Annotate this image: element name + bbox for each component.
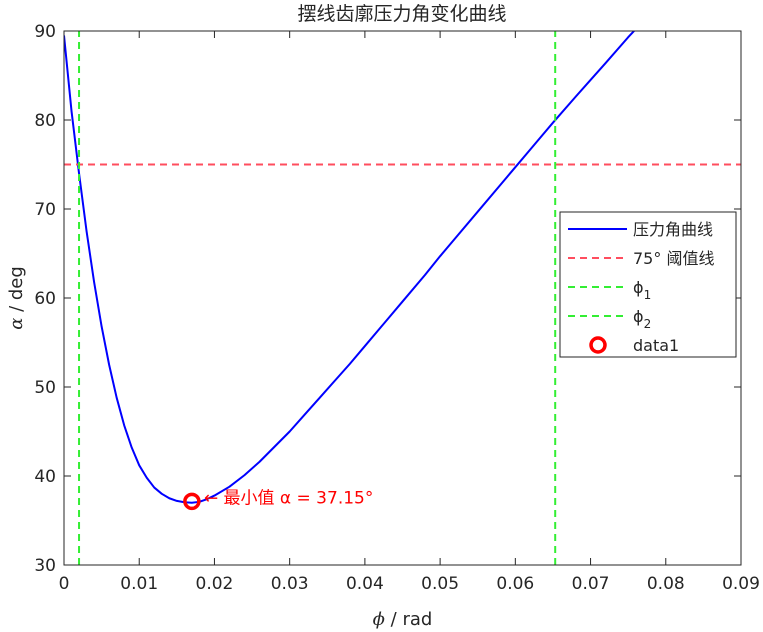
legend-label: 压力角曲线 (633, 220, 713, 239)
legend-label: ϕ2 (633, 307, 651, 331)
legend: 压力角曲线 75° 阈值线 ϕ1 ϕ2 data1 (559, 211, 737, 358)
x-tick-label: 0.06 (496, 574, 534, 594)
legend-label: ϕ1 (633, 278, 651, 302)
x-tick-label: 0.07 (572, 574, 610, 594)
y-tick-label: 70 (34, 200, 56, 220)
min-point-marker (183, 492, 201, 511)
tick-layer: 0 0.01 0.02 0.03 0.04 0.05 0.06 0.07 0.08 0.09 30 4… (34, 22, 760, 594)
legend-label: 75° 阈值线 (633, 249, 714, 268)
x-tick-label: 0.08 (647, 574, 685, 594)
x-tick-label: 0.05 (421, 574, 459, 594)
series-line-1 (64, 31, 636, 504)
x-tick-label: 0.03 (271, 574, 309, 594)
x-axis-label: ϕ / rad (373, 609, 433, 630)
axis-labels: ϕ / rad α / deg (6, 266, 432, 630)
x-tick-label: 0.01 (120, 574, 158, 594)
legend-swatch (589, 336, 607, 354)
x-tick-label: 0 (59, 574, 70, 594)
x-tick-label: 0.09 (722, 574, 760, 594)
y-tick-label: 60 (34, 289, 56, 309)
legend-box (559, 211, 737, 358)
y-tick-label: 80 (34, 111, 56, 131)
y-tick-label: 90 (34, 22, 56, 42)
y-axis-label: α / deg (6, 266, 27, 330)
x-tick-label: 0.02 (196, 574, 234, 594)
min-value-annotation: ← 最小值 α = 37.15° (204, 488, 373, 508)
y-tick-label: 30 (34, 556, 56, 576)
y-tick-label: 50 (34, 378, 56, 398)
annotation-layer: ← 最小值 α = 37.15° (204, 488, 373, 508)
legend-label: data1 (633, 336, 679, 355)
x-tick-label: 0.04 (346, 574, 384, 594)
y-tick-label: 40 (34, 467, 56, 487)
series-layer (64, 31, 741, 565)
chart-title: 摆线齿廓压力角变化曲线 (297, 3, 506, 25)
